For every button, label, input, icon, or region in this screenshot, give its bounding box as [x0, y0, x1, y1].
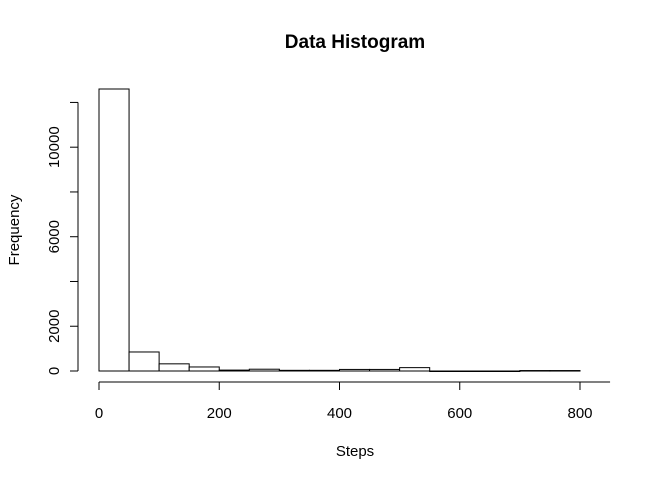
- histogram-bar-15: [549, 370, 581, 372]
- histogram-bar-5: [248, 368, 280, 372]
- bars-group: [98, 88, 581, 372]
- x-tick-label-0: 0: [95, 405, 103, 422]
- x-tick-label-3: 600: [447, 405, 472, 422]
- chart-title: Data Histogram: [285, 32, 425, 53]
- x-tick-label-2: 400: [327, 405, 352, 422]
- x-axis: 0 200 400 600 800: [95, 381, 611, 422]
- histogram-bar-12: [459, 370, 491, 372]
- histogram-bar-2: [158, 363, 190, 372]
- y-tick-label-0: 0: [46, 367, 63, 375]
- histogram-bar-4: [218, 369, 250, 372]
- histogram-bar-3: [188, 366, 220, 372]
- histogram-bar-9: [369, 368, 401, 372]
- histogram-bar-14: [519, 370, 551, 372]
- histogram-bar-6: [278, 369, 310, 372]
- y-tick-label-3: 10000: [46, 126, 63, 168]
- x-tick-label-1: 200: [207, 405, 232, 422]
- y-axis-label: Frequency: [6, 194, 23, 265]
- y-axis: 0 2000 6000 10000: [46, 101, 79, 375]
- histogram-bar-11: [429, 370, 461, 372]
- x-tick-label-4: 800: [567, 405, 592, 422]
- histogram-bar-7: [308, 369, 341, 372]
- histogram-bar-1: [128, 351, 160, 372]
- histogram-bar-13: [489, 370, 521, 372]
- x-axis-label: Steps: [336, 443, 374, 460]
- y-tick-label-1: 2000: [46, 310, 63, 343]
- histogram-bar-10: [399, 367, 431, 372]
- histogram-bar-0: [98, 88, 130, 372]
- histogram-bar-8: [339, 368, 371, 372]
- y-tick-label-2: 6000: [46, 220, 63, 253]
